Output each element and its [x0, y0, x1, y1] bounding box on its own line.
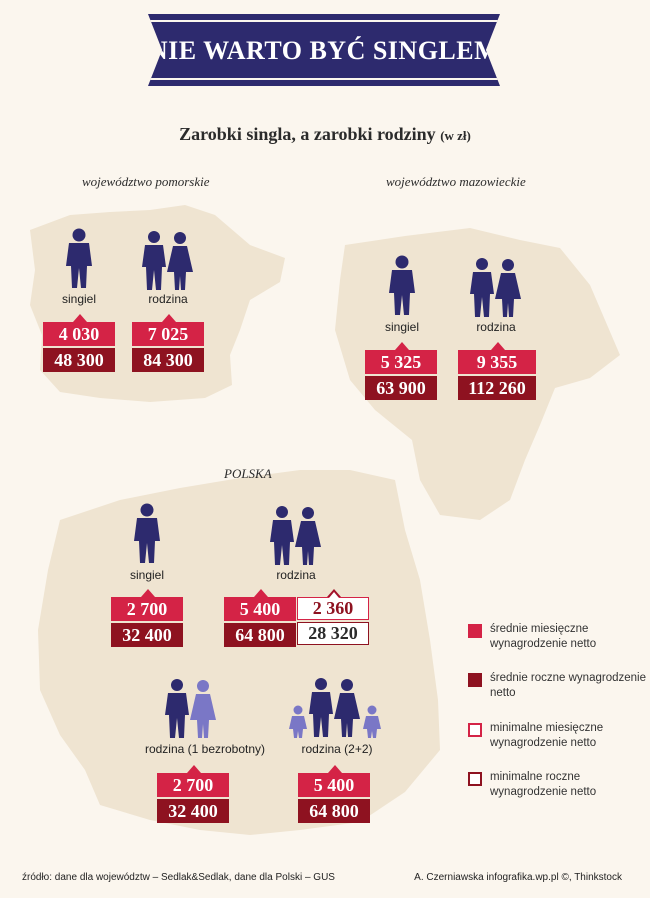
- label-mazowieckie-singiel: singiel: [384, 320, 420, 334]
- legend-label: średnie roczne wynagrodzenie netto: [490, 672, 646, 699]
- region-title-pomorskie: województwo pomorskie: [82, 174, 210, 189]
- values-polska-singiel: 2 700 32 400: [111, 589, 183, 647]
- label-polska-rodzina-2-2: rodzina (2+2): [301, 742, 373, 756]
- values-pomorskie-rodzina: 7 025 84 300: [132, 314, 204, 372]
- yearly-value: 64 800: [224, 623, 296, 647]
- couple-unemployed-icon: [165, 679, 216, 738]
- pointer-notch: [328, 765, 342, 773]
- min-monthly-value: 2 360: [297, 597, 369, 620]
- monthly-value: 4 030: [43, 322, 115, 346]
- monthly-value: 5 325: [365, 350, 437, 374]
- yearly-value: 32 400: [111, 623, 183, 647]
- legend-label: średnie miesięczne wynagrodzenie netto: [490, 623, 597, 650]
- subtitle-text: Zarobki singla, a zarobki rodziny: [179, 124, 436, 144]
- values-mazowieckie-singiel: 5 325 63 900: [365, 342, 437, 400]
- pointer-notch: [162, 314, 176, 322]
- subtitle-unit: (w zł): [440, 128, 471, 143]
- monthly-value: 5 400: [224, 597, 296, 621]
- values-pomorskie-singiel: 4 030 48 300: [43, 314, 115, 372]
- yearly-value: 84 300: [132, 348, 204, 372]
- person-icon: [389, 255, 415, 315]
- monthly-value: 5 400: [298, 773, 370, 797]
- pointer-notch: [141, 589, 155, 597]
- monthly-value: 7 025: [132, 322, 204, 346]
- pointer-notch: [73, 314, 87, 322]
- values-polska-rodzina-minimum: 2 360 28 320: [297, 589, 369, 645]
- couple-icon: [142, 231, 193, 290]
- values-polska-rodzina-2-2: 5 400 64 800: [298, 765, 370, 823]
- label-polska-rodzina-bezrobotny: rodzina (1 bezrobotny): [144, 742, 266, 756]
- yearly-value: 64 800: [298, 799, 370, 823]
- yearly-value: 63 900: [365, 376, 437, 400]
- couple-icon: [270, 506, 321, 565]
- values-mazowieckie-rodzina: 9 355 112 260: [458, 342, 536, 400]
- pointer-notch: [187, 765, 201, 773]
- map-polska: [38, 470, 440, 835]
- region-title-mazowieckie: województwo mazowieckie: [386, 174, 526, 189]
- label-mazowieckie-rodzina: rodzina: [476, 320, 516, 334]
- family-icon: [289, 678, 381, 738]
- page-title: NIE WARTO BYĆ SINGLEM: [148, 36, 500, 65]
- source-note: źródło: dane dla województw – Sedlak&Sed…: [22, 872, 335, 883]
- chart-subtitle: Zarobki singla, a zarobki rodziny (w zł): [0, 124, 650, 145]
- person-icon: [66, 228, 92, 288]
- label-pomorskie-rodzina: rodzina: [148, 292, 188, 306]
- yearly-value: 112 260: [458, 376, 536, 400]
- legend-swatch: [468, 624, 482, 638]
- pointer-notch: [395, 342, 409, 350]
- pointer-notch: [327, 589, 341, 598]
- pointer-notch: [491, 342, 505, 350]
- legend-swatch: [468, 723, 482, 737]
- title-banner: NIE WARTO BYĆ SINGLEM: [148, 14, 500, 86]
- yearly-value: 48 300: [43, 348, 115, 372]
- legend-swatch: [468, 673, 482, 687]
- values-polska-rodzina: 5 400 64 800: [224, 589, 296, 647]
- label-polska-singiel: singiel: [129, 568, 165, 582]
- legend-label: minimalne miesięczne wynagrodzenie netto: [490, 722, 604, 749]
- couple-icon: [470, 258, 521, 317]
- region-title-polska: POLSKA: [224, 466, 272, 481]
- label-polska-rodzina: rodzina: [276, 568, 316, 582]
- legend-swatch: [468, 772, 482, 786]
- monthly-value: 9 355: [458, 350, 536, 374]
- person-icon: [134, 503, 160, 563]
- values-polska-rodzina-bezrobotny: 2 700 32 400: [157, 765, 229, 823]
- yearly-value: 32 400: [157, 799, 229, 823]
- monthly-value: 2 700: [111, 597, 183, 621]
- min-yearly-value: 28 320: [297, 622, 369, 645]
- pointer-notch: [254, 589, 268, 597]
- monthly-value: 2 700: [157, 773, 229, 797]
- legend-label: minimalne roczne wynagrodzenie netto: [490, 771, 597, 798]
- credit-note: A. Czerniawska infografika.wp.pl ©, Thin…: [414, 872, 622, 883]
- label-pomorskie-singiel: singiel: [61, 292, 97, 306]
